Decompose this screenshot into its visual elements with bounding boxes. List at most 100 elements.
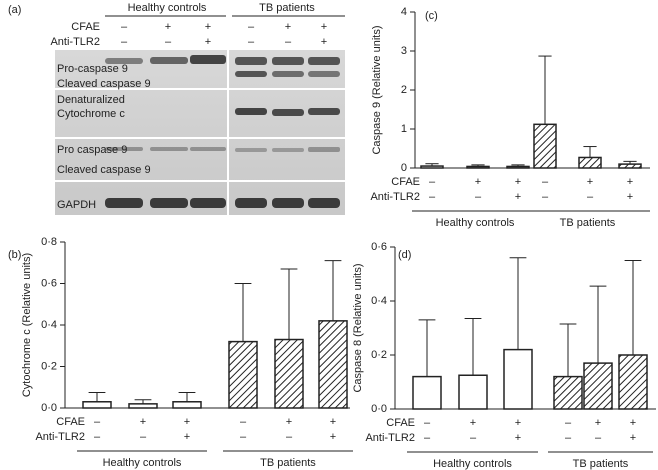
condition-sign: – bbox=[94, 431, 101, 443]
group-label: TB patients bbox=[259, 2, 315, 14]
condition-sign: – bbox=[165, 36, 172, 48]
blot-row-label: Cytochrome c bbox=[57, 108, 125, 120]
condition-sign: + bbox=[205, 36, 211, 48]
condition-sign: – bbox=[121, 36, 128, 48]
condition-sign: – bbox=[429, 176, 436, 188]
y-tick-label: 0·4 bbox=[41, 319, 57, 331]
condition-sign: – bbox=[542, 176, 549, 188]
group-label: Healthy controls bbox=[128, 2, 207, 14]
y-tick-label: 4 bbox=[401, 6, 407, 18]
panel-label: (b) bbox=[8, 249, 21, 261]
condition-sign: – bbox=[424, 432, 431, 444]
condition-label: Anti-TLR2 bbox=[50, 36, 100, 48]
condition-sign: + bbox=[515, 417, 521, 429]
condition-sign: – bbox=[424, 417, 431, 429]
panel-label: (c) bbox=[425, 10, 438, 22]
bar bbox=[553, 375, 583, 410]
condition-sign: – bbox=[429, 191, 436, 203]
bar bbox=[412, 375, 442, 410]
condition-sign: – bbox=[565, 432, 572, 444]
bar bbox=[458, 374, 488, 410]
condition-sign: – bbox=[94, 416, 101, 428]
group-label: TB patients bbox=[560, 217, 616, 229]
bar bbox=[533, 123, 557, 169]
condition-sign: + bbox=[595, 417, 601, 429]
condition-sign: + bbox=[184, 416, 190, 428]
bar bbox=[503, 348, 533, 410]
condition-sign: – bbox=[121, 21, 128, 33]
blot-row-label: Cleaved caspase 9 bbox=[57, 78, 151, 90]
condition-label: CFAE bbox=[71, 21, 100, 33]
y-tick-label: 0·2 bbox=[41, 360, 57, 372]
condition-label: CFAE bbox=[391, 176, 420, 188]
condition-sign: – bbox=[542, 191, 549, 203]
condition-sign: + bbox=[140, 416, 146, 428]
condition-sign: – bbox=[240, 431, 247, 443]
group-label: TB patients bbox=[260, 457, 316, 469]
bar bbox=[82, 401, 112, 409]
blot-bands bbox=[105, 55, 340, 208]
bar bbox=[506, 165, 530, 169]
condition-sign: – bbox=[248, 21, 255, 33]
y-tick-label: 0·6 bbox=[41, 277, 57, 289]
condition-sign: – bbox=[240, 416, 247, 428]
condition-sign: + bbox=[205, 21, 211, 33]
condition-sign: – bbox=[286, 431, 293, 443]
group-label: Healthy controls bbox=[103, 457, 182, 469]
condition-sign: + bbox=[330, 431, 336, 443]
bar bbox=[420, 165, 444, 169]
condition-sign: + bbox=[630, 432, 636, 444]
bar bbox=[128, 403, 158, 409]
panel-label: (d) bbox=[398, 249, 411, 261]
condition-sign: + bbox=[165, 21, 171, 33]
condition-sign: + bbox=[515, 176, 521, 188]
condition-sign: – bbox=[595, 432, 602, 444]
bar bbox=[318, 320, 348, 409]
group-label: Healthy controls bbox=[436, 217, 515, 229]
condition-sign: + bbox=[330, 416, 336, 428]
y-tick-label: 0·8 bbox=[41, 236, 57, 248]
condition-sign: – bbox=[248, 36, 255, 48]
y-axis-label: Cytochrome c (Relative units) bbox=[21, 253, 33, 397]
condition-sign: + bbox=[475, 176, 481, 188]
condition-sign: – bbox=[285, 36, 292, 48]
y-tick-label: 0·0 bbox=[371, 403, 387, 415]
y-tick-label: 3 bbox=[401, 45, 407, 57]
blot-panel: (a) bbox=[8, 4, 345, 215]
y-tick-label: 0·4 bbox=[371, 295, 387, 307]
blot-row-label: Pro caspase 9 bbox=[57, 144, 127, 156]
condition-sign: + bbox=[321, 36, 327, 48]
condition-sign: + bbox=[285, 21, 291, 33]
condition-sign: + bbox=[470, 417, 476, 429]
condition-sign: + bbox=[587, 176, 593, 188]
condition-sign: – bbox=[475, 191, 482, 203]
condition-label: Anti-TLR2 bbox=[365, 432, 415, 444]
bar bbox=[172, 401, 202, 409]
condition-label: Anti-TLR2 bbox=[35, 431, 85, 443]
condition-sign: – bbox=[565, 417, 572, 429]
y-axis-label: Caspase 9 (Relative units) bbox=[371, 25, 383, 154]
panel-label: (a) bbox=[8, 4, 21, 16]
condition-label: CFAE bbox=[386, 417, 415, 429]
blot-row-label: Denaturalized bbox=[57, 94, 125, 106]
condition-sign: + bbox=[184, 431, 190, 443]
y-tick-label: 0·0 bbox=[41, 402, 57, 414]
condition-sign: – bbox=[140, 431, 147, 443]
condition-label: CFAE bbox=[56, 416, 85, 428]
y-tick-label: 1 bbox=[401, 123, 407, 135]
group-label: TB patients bbox=[573, 458, 629, 470]
y-tick-label: 2 bbox=[401, 84, 407, 96]
condition-sign: + bbox=[321, 21, 327, 33]
y-tick-label: 0 bbox=[401, 162, 407, 174]
y-tick-label: 0·6 bbox=[371, 241, 387, 253]
condition-sign: – bbox=[587, 191, 594, 203]
condition-sign: + bbox=[627, 191, 633, 203]
y-tick-label: 0·2 bbox=[371, 349, 387, 361]
bar bbox=[466, 165, 490, 169]
condition-sign: + bbox=[630, 417, 636, 429]
bar bbox=[618, 163, 642, 169]
condition-sign: + bbox=[627, 176, 633, 188]
condition-sign: + bbox=[286, 416, 292, 428]
condition-sign: + bbox=[515, 432, 521, 444]
